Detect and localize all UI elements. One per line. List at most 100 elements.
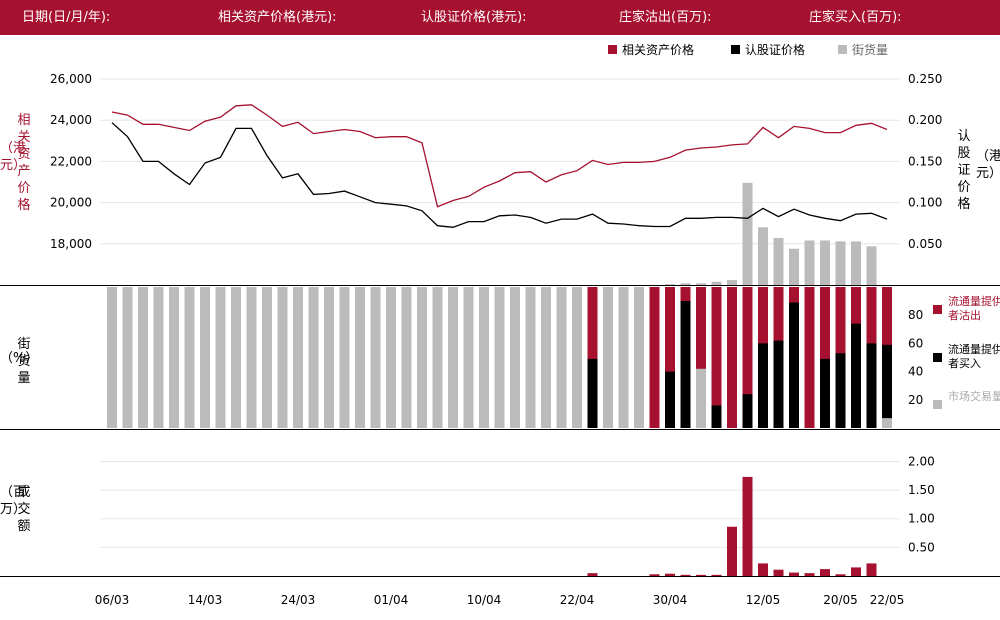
outstanding-volume-bar (773, 238, 784, 285)
market-volume-bar (262, 287, 272, 428)
mm-sell-bar (649, 287, 660, 428)
outstanding-volume-bar (696, 283, 706, 285)
market-volume-bar (324, 287, 334, 428)
outstanding-volume-bar (665, 284, 675, 285)
underlying-price-line (111, 104, 888, 208)
mm-sell-bar (727, 287, 737, 428)
bottom-tick-label: 1.50 (908, 483, 935, 497)
mm-sell-bar (804, 287, 815, 428)
legend-swatch (933, 305, 942, 314)
market-volume-bar (634, 287, 644, 428)
mm-buy-bar (866, 343, 877, 428)
legend-mm-buy: 流通量提供者买入 (948, 343, 1000, 370)
mm-buy-bar (665, 371, 675, 428)
turnover-bar (866, 563, 877, 576)
turnover-bar (727, 526, 737, 576)
turnover-bar (851, 567, 861, 576)
market-volume-bar (169, 287, 179, 428)
mm-buy-bar (851, 323, 861, 428)
right-tick-label: 0.100 (908, 196, 942, 210)
outstanding-volume-bar (711, 281, 722, 285)
market-volume-bar (138, 287, 148, 428)
turnover-bar (835, 574, 846, 576)
legend-swatch (731, 45, 740, 54)
x-tick-label: 24/03 (281, 593, 316, 607)
legend-market-volume: 市场交易量 (948, 390, 1000, 403)
bottom-axis-title-line1: 成交额 (17, 485, 31, 534)
market-volume-bar (215, 287, 226, 428)
legend-mm-sell: 流通量提供者沽出 (948, 295, 1000, 322)
market-volume-bar (277, 287, 288, 428)
warrant-price-line (111, 122, 888, 228)
mm-buy-bar (711, 405, 722, 428)
market-volume-bar (603, 287, 613, 428)
x-tick-label: 06/03 (95, 593, 130, 607)
mm-buy-label: 庄家买入(百万): (809, 10, 902, 25)
mid-axis-title-line1: 街货量 (17, 337, 31, 386)
bottom-tick-label: 1.00 (908, 512, 935, 526)
mm-buy-bar (820, 358, 830, 428)
mm-sell-bar (696, 287, 706, 428)
market-volume-bar (618, 287, 629, 428)
left-axis-title-line2: （港元） (0, 141, 27, 173)
market-volume-bar (231, 287, 241, 428)
turnover-bar (773, 569, 784, 576)
turnover-bar (665, 573, 675, 576)
turnover-bar (711, 574, 722, 576)
header-bar: 日期(日/月/年): 相关资产价格(港元): 认股证价格(港元): 庄家沽出(百… (0, 0, 1000, 35)
right-tick-label: 0.150 (908, 154, 942, 168)
mm-sell-bar (742, 287, 753, 428)
market-volume-bar (200, 287, 210, 428)
legend-label: 相关资产价格 (622, 42, 694, 57)
mid-tick-label: 40 (908, 365, 923, 379)
mm-buy-bar (789, 302, 799, 428)
underlying-price-label: 相关资产价格(港元): (218, 10, 337, 25)
bottom-tick-label: 2.00 (908, 454, 935, 468)
market-volume-bar (370, 287, 381, 428)
market-volume-bar (355, 287, 365, 428)
market-volume-bar (882, 418, 892, 428)
market-volume-bar (293, 287, 303, 428)
outstanding-volume-bar (742, 182, 753, 285)
mm-buy-bar (680, 301, 691, 428)
x-tick-label: 22/04 (560, 593, 595, 607)
outstanding-volume-bar (866, 246, 877, 285)
outstanding-volume-bar (851, 241, 861, 285)
turnover-bar (587, 573, 598, 576)
legend-swatch (838, 45, 847, 54)
market-volume-bar (401, 287, 412, 428)
market-volume-bar (417, 287, 427, 428)
market-volume-bar (510, 287, 520, 428)
market-volume-bar (572, 287, 582, 428)
mm-sell-bar (665, 287, 675, 428)
mm-buy-bar (773, 340, 784, 428)
bottom-axis-title-line2: （百万） (0, 485, 27, 517)
mm-buy-bar (882, 344, 892, 428)
x-tick-label: 14/03 (188, 593, 223, 607)
right-axis-title-line2: （港元） (976, 149, 1000, 181)
right-tick-label: 0.250 (908, 72, 942, 86)
market-volume-bar (556, 287, 567, 428)
market-volume-bar (463, 287, 474, 428)
outstanding-volume-bar (758, 227, 768, 285)
mm-buy-bar (835, 353, 846, 428)
market-volume-bar (696, 368, 706, 428)
mid-tick-label: 80 (908, 308, 923, 322)
market-volume-bar (308, 287, 319, 428)
outstanding-volume-bar (727, 280, 737, 285)
left-tick-label: 22,000 (50, 154, 92, 168)
outstanding-volume-bar (835, 241, 846, 285)
mm-buy-bar (587, 358, 598, 428)
mm-buy-bar (742, 394, 753, 428)
legend-swatch (933, 400, 942, 409)
mm-sell-label: 庄家沽出(百万): (619, 10, 712, 25)
turnover-bar (804, 573, 815, 576)
left-tick-label: 20,000 (50, 196, 92, 210)
market-volume-bar (122, 287, 133, 428)
left-axis-title-line1: 相关资产价格 (17, 113, 31, 213)
market-volume-bar (525, 287, 536, 428)
x-tick-label: 30/04 (653, 593, 688, 607)
turnover-bar (758, 563, 768, 576)
turnover-bar (789, 572, 799, 576)
